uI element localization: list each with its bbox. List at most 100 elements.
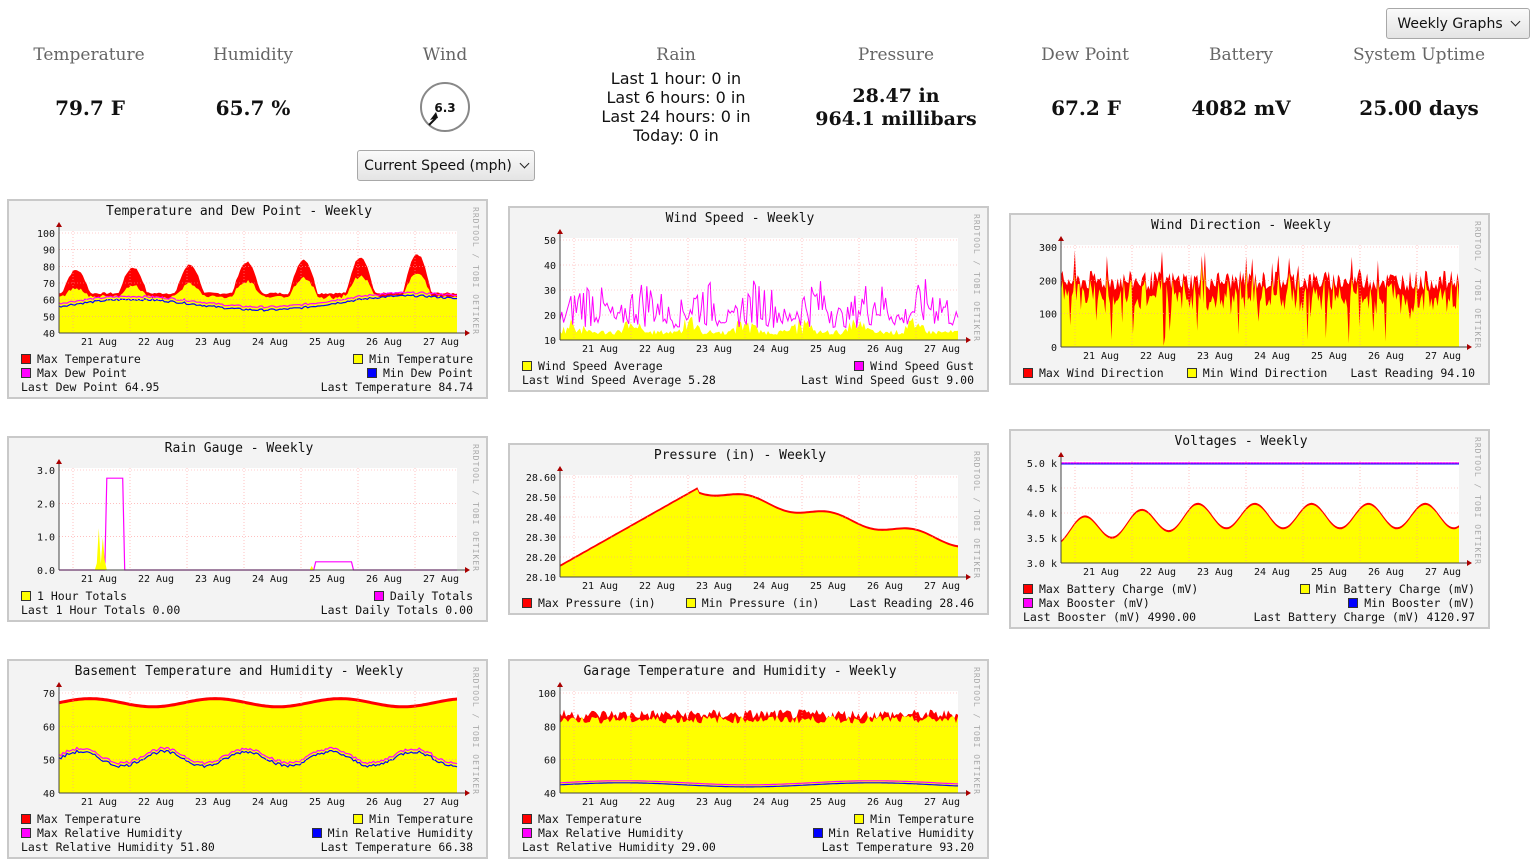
x-tick-label: 23 Aug	[195, 797, 231, 808]
legend-row: Max Temperature Min Temperature	[21, 812, 473, 826]
graph-pressure[interactable]: Pressure (in) - Weekly RRDTOOL / TOBI OET…	[508, 443, 989, 615]
legend-item: Min Relative Humidity	[311, 826, 473, 840]
y-tick-label: 100	[538, 689, 556, 700]
y-tick-label: 60	[43, 722, 55, 733]
legend-item: Max Booster (mV)	[1023, 596, 1150, 610]
x-tick-label: 27 Aug	[924, 581, 960, 592]
wind-direction-arrow-icon	[428, 112, 438, 126]
x-tick-label: 24 Aug	[753, 581, 789, 592]
wind-label: Wind	[422, 45, 468, 65]
min-wind-direction-area	[1061, 262, 1459, 347]
y-tick-label: 3.0 k	[1027, 559, 1057, 570]
x-tick-label: 27 Aug	[924, 344, 960, 355]
wind-mode-select[interactable]: Current Speed (mph)	[357, 150, 535, 181]
graph-legend: Max Wind Direction Min Wind Direction Last…	[1023, 366, 1475, 380]
legend-row: 1 Hour Totals Daily Totals	[21, 589, 473, 603]
graph-wind-speed[interactable]: Wind Speed - Weekly RRDTOOL / TOBI OETIKE…	[508, 206, 989, 392]
legend-item: Last Booster (mV) 4990.00	[1023, 610, 1196, 624]
legend-swatch	[353, 814, 364, 824]
y-tick-label: 40	[544, 789, 556, 800]
x-tick-label: 24 Aug	[252, 337, 288, 348]
legend-label: Last Wind Speed Average 5.28	[522, 373, 716, 387]
graph-legend: Max Temperature Min Temperature Max Relati…	[21, 812, 473, 854]
x-tick-label: 23 Aug	[195, 574, 231, 585]
x-axis-arrow-icon	[1467, 344, 1472, 350]
y-axis-arrow-icon	[56, 682, 62, 687]
legend-item: Last Relative Humidity 29.00	[522, 840, 716, 854]
x-tick-label: 27 Aug	[1425, 351, 1461, 362]
x-tick-label: 22 Aug	[1140, 567, 1176, 578]
graph-plot: 28.60 28.50 28.40 28.30 28.20 28.10 21 Aug 22 A…	[526, 466, 971, 592]
rrdtool-watermark: RRDTOOL / TOBI OETIKER	[1473, 221, 1482, 349]
graph-wind-direction[interactable]: Wind Direction - Weekly RRDTOOL / TOBI OE…	[1009, 213, 1490, 385]
y-tick-label: 28.40	[526, 513, 556, 524]
x-tick-label: 23 Aug	[1197, 351, 1233, 362]
x-tick-label: 25 Aug	[309, 337, 345, 348]
legend-swatch	[854, 361, 865, 371]
y-axis-arrow-icon	[557, 682, 563, 687]
legend-swatch	[311, 828, 322, 838]
graph-legend: 1 Hour Totals Daily Totals Last 1 Hour Tot…	[21, 589, 473, 617]
chevron-down-icon	[519, 158, 530, 169]
y-tick-label: 28.10	[526, 573, 556, 584]
x-axis-arrow-icon	[465, 790, 470, 796]
legend-swatch	[1023, 368, 1033, 378]
graphs-period-select[interactable]: Weekly Graphs	[1386, 8, 1530, 39]
max-relative-humidity-line	[559, 780, 959, 786]
graph-legend: Max Pressure (in) Min Pressure (in) Last R…	[522, 596, 974, 610]
y-tick-label: 0.0	[37, 566, 55, 577]
legend-item: Max Relative Humidity	[522, 826, 683, 840]
x-tick-label: 24 Aug	[252, 574, 288, 585]
y-tick-label: 70	[43, 689, 55, 700]
graphs-period-select-label: Weekly Graphs	[1397, 15, 1503, 32]
legend-label: Min Booster (mV)	[1364, 596, 1475, 610]
legend-label: 1 Hour Totals	[37, 589, 128, 603]
pressure-values: 28.47 in 964.1 millibars	[815, 85, 976, 131]
x-tick-label: 25 Aug	[1311, 351, 1347, 362]
min-relative-humidity-line	[58, 749, 458, 769]
temperature-label: Temperature	[33, 45, 145, 65]
legend-swatch	[1299, 584, 1310, 594]
min-battery-charge-area	[1061, 504, 1459, 563]
legend-row: Max Battery Charge (mV) Min Battery Charg…	[1023, 582, 1475, 596]
temperature-value: 79.7 F	[55, 96, 125, 120]
graph-plot: 70 60 50 40 21 Aug 22 Aug 23 Aug 24 Aug 25 Aug 26…	[43, 682, 470, 808]
rain-today: Today: 0 in	[633, 126, 719, 145]
graph-title: Voltages - Weekly	[1174, 434, 1308, 449]
graph-garage-temperature-humidity[interactable]: Garage Temperature and Humidity - Weekly…	[508, 659, 989, 859]
graph-basement-temperature-humidity[interactable]: Basement Temperature and Humidity - Week…	[7, 659, 488, 859]
min-relative-humidity-line	[559, 782, 958, 788]
y-tick-label: 70	[43, 279, 55, 290]
x-tick-label: 21 Aug	[81, 337, 117, 348]
rain-last-1-hour: Last 1 hour: 0 in	[610, 69, 742, 88]
y-tick-label: 200	[1039, 276, 1057, 287]
y-tick-label: 80	[43, 262, 55, 273]
x-tick-label: 22 Aug	[639, 344, 675, 355]
legend-item: Last Temperature 66.38	[321, 840, 473, 854]
legend-item: Max Relative Humidity	[21, 826, 182, 840]
legend-label: Min Dew Point	[382, 366, 473, 380]
graph-voltages[interactable]: Voltages - Weekly RRDTOOL / TOBI OETIKER 5…	[1009, 429, 1490, 629]
graph-temperature-dew-point[interactable]: Temperature and Dew Point - Weekly RRDTOO…	[7, 199, 488, 399]
y-tick-label: 28.60	[526, 473, 556, 484]
x-axis-arrow-icon	[966, 790, 971, 796]
legend-swatch	[21, 591, 31, 601]
legend-label: Max Temperature	[37, 352, 141, 366]
x-tick-label: 24 Aug	[753, 797, 789, 808]
legend-row: Max Booster (mV) Min Booster (mV)	[1023, 596, 1475, 610]
x-tick-label: 27 Aug	[423, 337, 459, 348]
y-tick-label: 5.0 k	[1027, 459, 1057, 470]
x-tick-label: 21 Aug	[582, 797, 618, 808]
legend-label: Max Temperature	[538, 812, 642, 826]
legend-item: 1 Hour Totals	[21, 589, 127, 603]
legend-label: Daily Totals	[389, 589, 473, 603]
legend-item: Last Reading 94.10	[1350, 366, 1475, 380]
legend-swatch	[21, 828, 31, 838]
graph-plot: 50 40 30 20 10 21 Aug 22 Aug 23 Aug 24 Aug 25 Aug…	[544, 229, 971, 355]
pressure-label: Pressure	[857, 45, 935, 65]
legend-row: Max Wind Direction Min Wind Direction Last…	[1023, 366, 1475, 380]
legend-item: Last Temperature 93.20	[822, 840, 974, 854]
legend-swatch	[1023, 598, 1033, 608]
graph-rain-gauge[interactable]: Rain Gauge - Weekly RRDTOOL / TOBI OETIKE…	[7, 436, 488, 622]
x-tick-label: 24 Aug	[753, 344, 789, 355]
